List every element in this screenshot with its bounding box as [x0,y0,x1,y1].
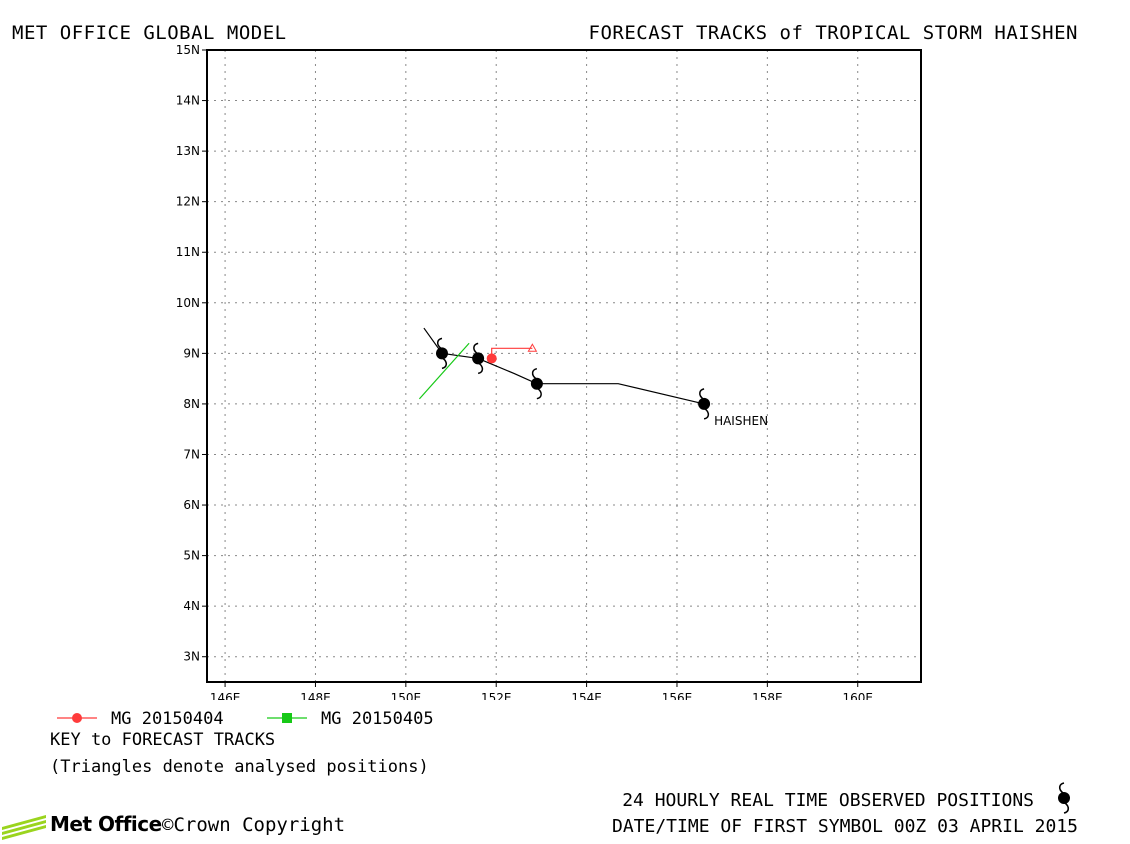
tropical-storm-symbol [472,342,485,375]
met-office-logo: Met Office ©Crown Copyright [0,810,380,840]
forecast-track-mg-20150404 [491,347,533,359]
storm-name-label: HAISHEN [714,414,768,428]
lat-tick-label: 5N [183,549,200,563]
legend-label-mg-20150405: MG 20150405 [321,709,434,728]
map-grid [207,50,921,682]
key-title: KEY to FORECAST TRACKS [50,730,276,750]
lat-tick-label: 10N [176,296,200,310]
lon-tick-label: 156E [662,691,693,700]
lon-tick-label: 146E [210,691,241,700]
storm-symbol-icon [1058,782,1070,814]
lat-tick-label: 7N [183,447,200,461]
track-map: 146E 148E 150E 152E 154E 156E 158E 160E 15N 14N 13… [176,43,922,700]
copyright-text: ©Crown Copyright [162,814,346,836]
lat-tick-label: 8N [183,397,200,411]
observed-positions-caption: 24 HOURLY REAL TIME OBSERVED POSITIONS [622,790,1034,811]
legend-marker-mg-20150405 [282,713,292,723]
legend: MG 20150404 MG 20150405 [57,709,434,728]
lat-tick-label: 13N [176,144,200,158]
met-office-logo-icon [2,815,46,840]
first-symbol-datetime: DATE/TIME OF FIRST SYMBOL 00Z 03 APRIL 2… [612,816,1078,837]
tropical-storm-symbol [435,337,448,370]
observed-track-line [423,327,705,405]
storm-symbols [435,337,711,420]
lat-tick-label: 14N [176,94,200,108]
chart-title: FORECAST TRACKS of TROPICAL STORM HAISHE… [588,22,1078,44]
forecast-track-mg-20150405 [418,342,470,400]
lon-tick-label: 152E [481,691,512,700]
legend-label-mg-20150404: MG 20150404 [111,709,224,728]
legend-marker-mg-20150404 [72,713,82,723]
analysed-position-triangle [527,343,538,352]
lon-tick-label: 158E [752,691,783,700]
lon-tick-label: 154E [571,691,602,700]
lon-tick-label: 148E [300,691,331,700]
lon-tick-label: 150E [391,691,422,700]
tropical-storm-symbol [530,367,543,400]
axis-ticks: 146E 148E 150E 152E 154E 156E 158E 160E 15N 14N 13… [176,43,873,700]
lat-tick-label: 15N [176,43,200,57]
lon-tick-label: 160E [842,691,873,700]
met-office-brand: Met Office [50,812,162,836]
lat-tick-label: 3N [183,650,200,664]
lat-tick-label: 9N [183,346,200,360]
lat-tick-label: 6N [183,498,200,512]
key-note: (Triangles denote analysed positions) [50,757,429,777]
lat-tick-label: 12N [176,195,200,209]
forecast-point-mg-20150404 [486,353,497,364]
lat-tick-label: 4N [183,599,200,613]
tracks [418,327,705,405]
model-title: MET OFFICE GLOBAL MODEL [12,22,287,44]
lat-tick-label: 11N [176,245,200,259]
map-frame [206,49,922,683]
tropical-storm-symbol [698,388,711,420]
